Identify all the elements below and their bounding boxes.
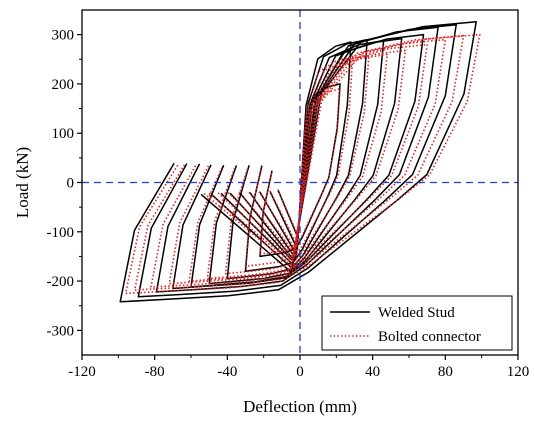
x-tick-label: 120: [507, 364, 530, 380]
x-tick-label: -120: [68, 364, 96, 380]
series-bolted-connector-loop-1: [259, 88, 341, 255]
series-bolted-connector-loop-8: [133, 34, 465, 291]
legend: Welded Stud Bolted connector: [321, 295, 513, 351]
y-tick-label: 200: [52, 77, 75, 93]
curves-layer: [119, 21, 481, 303]
series-bolted-connector-loop-5: [188, 49, 407, 282]
series-bolted-connector-loop-7: [150, 38, 447, 288]
legend-box: [321, 295, 513, 351]
x-tick-label: -40: [217, 364, 237, 380]
series-bolted-connector-loop-4: [206, 53, 388, 280]
x-tick-label: 40: [365, 364, 380, 380]
series-welded-stud-loop-8: [137, 24, 457, 298]
y-axis-title: Load (kN): [13, 147, 32, 218]
x-tick-label: 80: [438, 364, 453, 380]
y-tick-label: -200: [47, 274, 75, 290]
series-bolted-connector-loop-2: [244, 56, 354, 268]
x-tick-label: -80: [145, 364, 165, 380]
reference-lines: [82, 10, 518, 355]
legend-label-welded-stud: Welded Stud: [378, 305, 455, 321]
legend-label-bolted-connector: Bolted connector: [378, 329, 481, 345]
y-tick-label: 300: [52, 28, 75, 44]
axis-ticks: -120 -80 -40 0 40 80 120 300 200 100 0 -100 -200 -300: [47, 28, 530, 380]
series-welded-stud-loop-9: [119, 21, 477, 303]
y-tick-label: 100: [52, 126, 75, 142]
x-axis-title: Deflection (mm): [243, 397, 357, 416]
x-tick-label: 0: [296, 364, 304, 380]
y-tick-label: -100: [47, 225, 75, 241]
series-bolted-connector-loop-6: [168, 43, 428, 285]
y-tick-label: 0: [67, 176, 75, 192]
series-welded-stud-loop-3: [226, 38, 368, 280]
series-bolted-connector-loop-9: [124, 33, 481, 295]
y-tick-label: -300: [47, 323, 75, 339]
